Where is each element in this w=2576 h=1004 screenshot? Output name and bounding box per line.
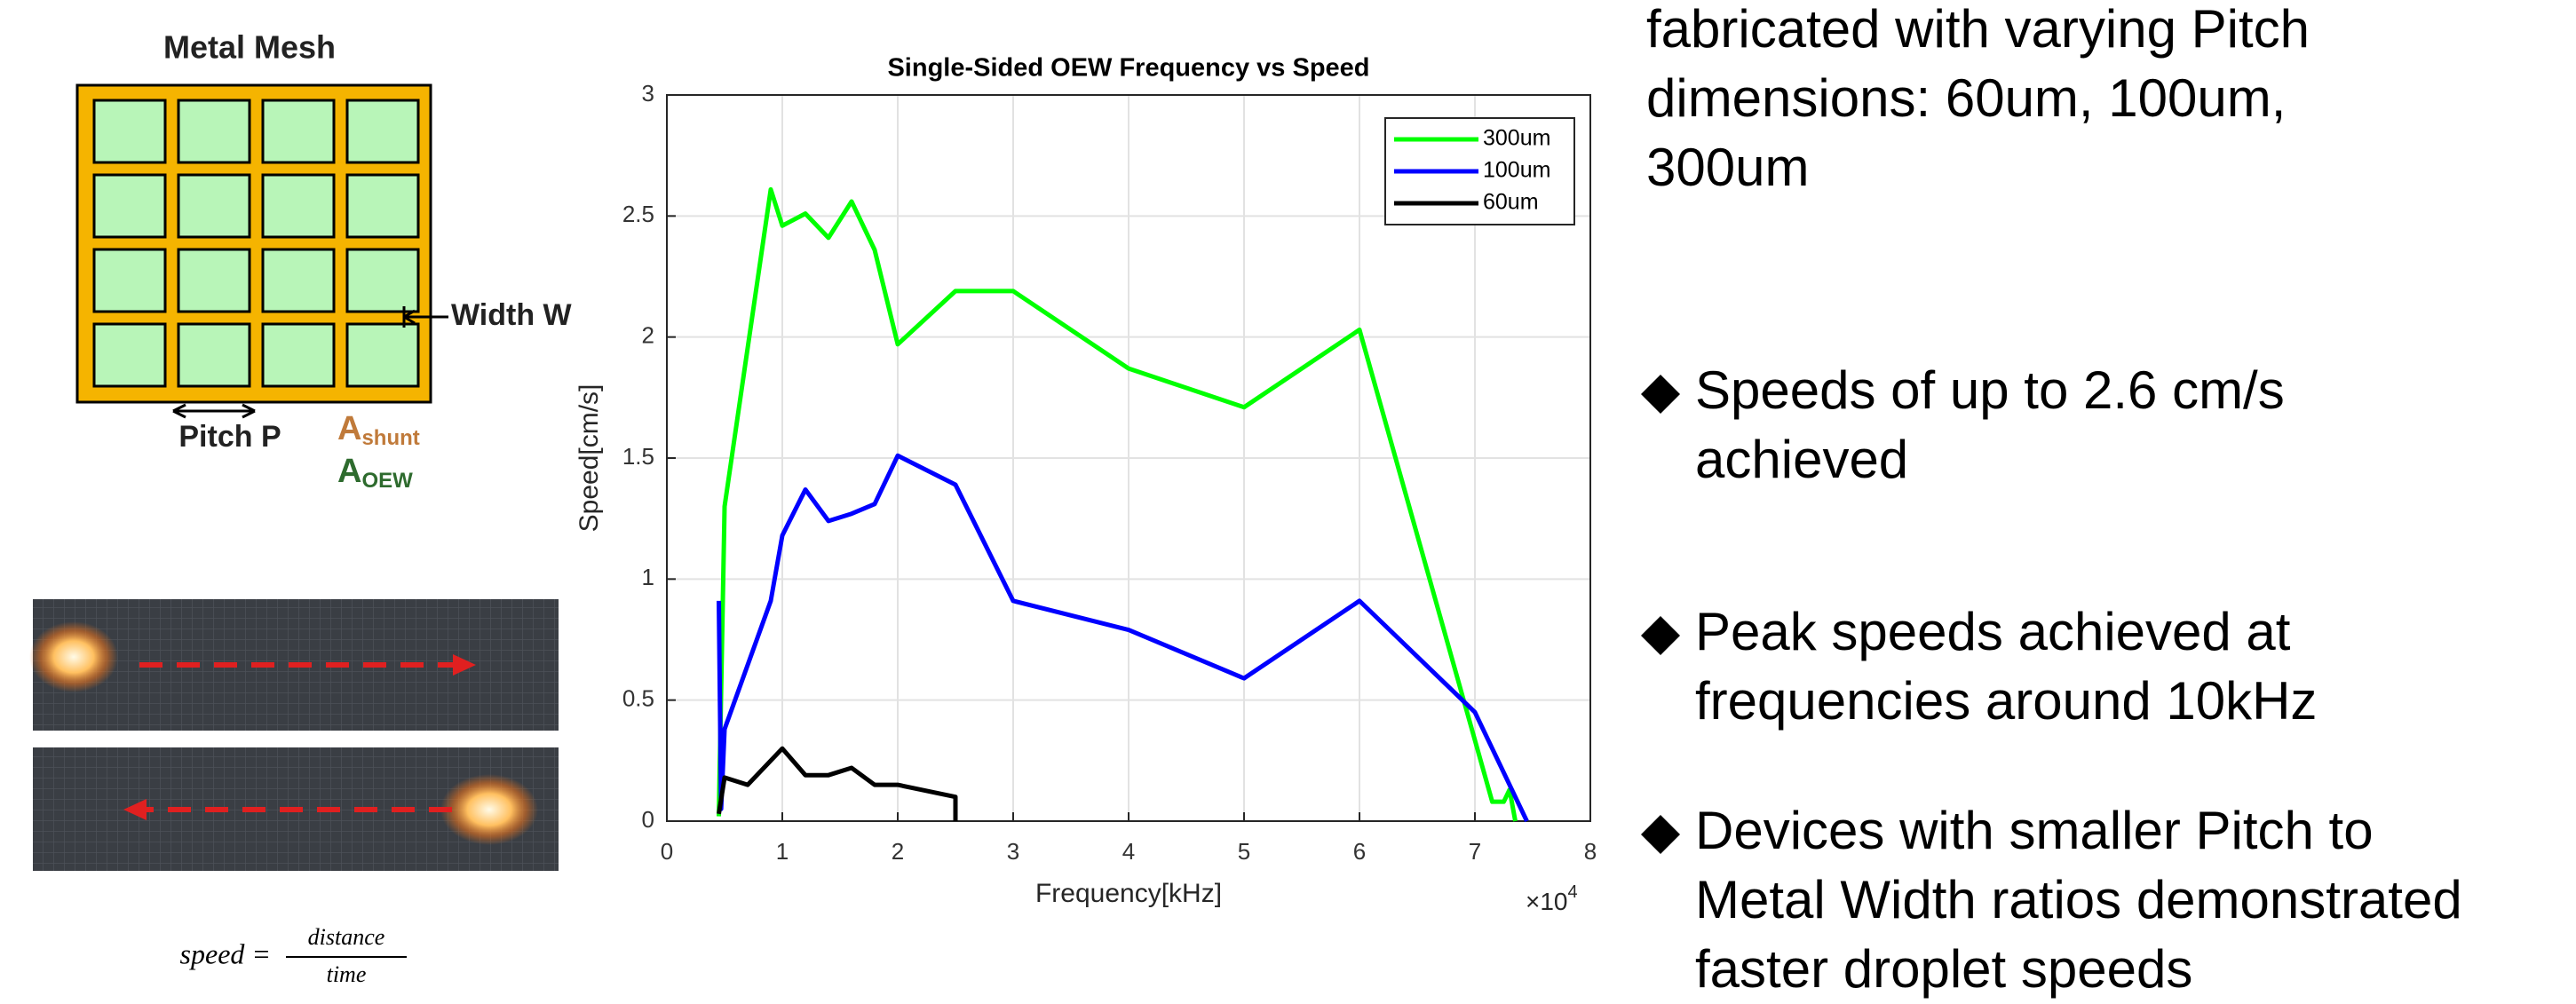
mesh-diagram — [75, 83, 432, 404]
bullet-list: fabricated with varying Pitch dimensions:… — [1641, 0, 2462, 999]
chart: 0 1 2 3 4 5 6 7 8 0 0.5 1 1.5 2 2.5 3 Single-Sided OEW F… — [575, 54, 1597, 916]
droplet-photo — [29, 599, 559, 731]
x-axis-label: Frequency[kHz] — [1035, 879, 1222, 908]
formula-denominator: time — [327, 961, 367, 987]
chart-title: Single-Sided OEW Frequency vs Speed — [887, 54, 1369, 83]
formula-lhs: speed = — [180, 937, 271, 969]
mesh-cell — [345, 322, 420, 388]
x-tick-label: 7 — [1469, 838, 1481, 865]
area-sub: shunt — [361, 426, 419, 450]
mesh-cell — [345, 99, 420, 164]
mesh-cell — [261, 322, 336, 388]
bullet-text: faster droplet speeds — [1695, 939, 2192, 999]
pitch-arrow — [172, 403, 256, 419]
series-line — [717, 186, 1518, 822]
series-line — [717, 453, 1529, 823]
series-line — [717, 746, 958, 821]
y-tick-label: 3 — [642, 80, 654, 107]
y-axis-label: Speed[cm/s] — [575, 384, 604, 533]
area-oew: AOEW — [337, 453, 413, 493]
area-shunt: Ashunt — [337, 410, 420, 450]
x-tick-label: 6 — [1353, 838, 1366, 865]
multiplier-base: ×10 — [1526, 888, 1568, 915]
pitch-label: Pitch P — [178, 420, 281, 454]
legend-label: 100um — [1483, 158, 1550, 183]
formula: speed = distance time — [180, 924, 407, 987]
bullet-text: Peak speeds achieved at — [1695, 602, 2291, 661]
axes-box — [666, 94, 1591, 822]
multiplier-exponent: 4 — [1568, 882, 1578, 902]
droplet-photo — [33, 747, 559, 871]
droplet — [29, 621, 118, 692]
formula-numerator: distance — [308, 924, 385, 950]
bullet-text: dimensions: 60um, 100um, — [1646, 68, 2286, 128]
area-base: A — [337, 410, 361, 447]
bullet-diamond — [1641, 616, 1680, 655]
mesh-cell — [92, 99, 167, 164]
mesh-cell — [92, 248, 167, 313]
y-tick-label: 1 — [642, 564, 654, 590]
x-tick-label: 8 — [1584, 838, 1597, 865]
bullet-text: achieved — [1695, 430, 1908, 489]
x-multiplier: ×104 — [1526, 882, 1578, 915]
width-arrow — [402, 306, 448, 328]
legend-label: 60um — [1483, 190, 1539, 215]
mesh-cell — [345, 173, 420, 239]
bullet-diamond — [1641, 375, 1680, 414]
y-tick-label: 2 — [642, 322, 654, 349]
y-tick-label: 1.5 — [622, 443, 654, 470]
bullet-text: 300um — [1646, 138, 1809, 197]
x-tick-label: 3 — [1007, 838, 1019, 865]
bullet-text: fabricated with varying Pitch — [1646, 0, 2310, 59]
y-tick-label: 0.5 — [622, 685, 654, 712]
x-tick-label: 2 — [892, 838, 904, 865]
bullet-text: Speeds of up to 2.6 cm/s — [1695, 360, 2285, 420]
y-tick-label: 2.5 — [622, 201, 654, 227]
bullet-text: frequencies around 10kHz — [1695, 671, 2317, 731]
x-tick-label: 5 — [1238, 838, 1250, 865]
x-tick-label: 1 — [776, 838, 789, 865]
width-label: Width W — [451, 298, 573, 332]
x-tick-label: 4 — [1122, 838, 1135, 865]
mesh-cell — [92, 322, 167, 388]
mesh-cell — [177, 173, 251, 239]
bullet-diamond — [1641, 815, 1680, 854]
y-tick-label: 0 — [642, 806, 654, 833]
mesh-cell — [177, 99, 251, 164]
bullet-text: Metal Width ratios demonstrated — [1695, 870, 2462, 929]
area-sub: OEW — [361, 469, 413, 493]
diagram-title: Metal Mesh — [163, 29, 336, 66]
legend-label: 300um — [1483, 126, 1550, 151]
bullet-text: Devices with smaller Pitch to — [1695, 801, 2374, 860]
arrow-head — [453, 654, 476, 676]
droplet — [440, 774, 538, 845]
arrow-head — [123, 799, 147, 820]
mesh-cell — [261, 248, 336, 313]
mesh-cell — [177, 248, 251, 313]
mesh-cell — [92, 173, 167, 239]
x-tick-label: 0 — [661, 838, 673, 865]
mesh-cell — [261, 173, 336, 239]
area-base: A — [337, 453, 361, 490]
mesh-cell — [177, 322, 251, 388]
mesh-cell — [261, 99, 336, 164]
mesh-cell — [345, 248, 420, 313]
